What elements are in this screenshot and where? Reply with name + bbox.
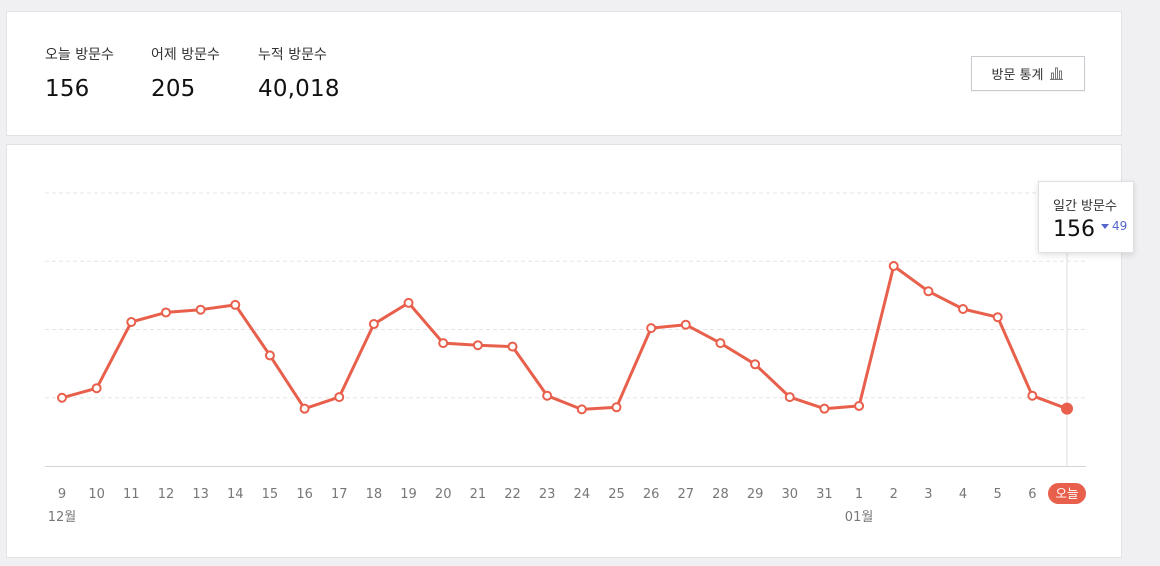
visitor-summary-card: 오늘 방문수 156 어제 방문수 205 누적 방문수 40,018 방문 통…: [6, 11, 1122, 136]
data-point: [438, 338, 449, 349]
x-tick-label: 23: [539, 487, 556, 502]
visit-stats-button-label: 방문 통계: [991, 68, 1044, 83]
x-tick-label: 16: [296, 487, 313, 502]
data-point: [611, 402, 622, 413]
x-tick-label: 4: [959, 487, 967, 502]
x-tick-label: 11: [123, 487, 140, 502]
today-visits-label: 오늘 방문수: [45, 47, 114, 63]
tooltip-delta: 49: [1101, 218, 1127, 234]
visit-stats-button[interactable]: 방문 통계: [971, 56, 1085, 91]
x-tick-label: 24: [574, 487, 591, 502]
data-point: [264, 350, 275, 361]
data-point: [576, 404, 587, 415]
data-point: [680, 319, 691, 330]
data-point: [715, 338, 726, 349]
yesterday-visits: 어제 방문수 205: [151, 44, 220, 102]
bar-chart-icon: [1050, 67, 1064, 80]
daily-visits-tooltip: 일간 방문수 156 49: [1038, 181, 1134, 253]
x-tick-label: 오늘: [1055, 486, 1078, 501]
data-point: [646, 323, 657, 334]
yesterday-visits-value: 205: [151, 76, 196, 102]
data-point: [160, 307, 171, 318]
data-point: [91, 383, 102, 394]
data-point: [472, 340, 483, 351]
data-point: [334, 392, 345, 403]
yesterday-visits-label: 어제 방문수: [151, 47, 220, 63]
x-tick-label: 26: [643, 487, 660, 502]
x-tick-label: 25: [608, 487, 625, 502]
data-point: [1061, 402, 1073, 415]
daily-visits-chart-card: [6, 144, 1122, 558]
x-tick-label: 2: [890, 487, 898, 502]
today-visits: 오늘 방문수 156: [45, 44, 114, 102]
total-visits: 누적 방문수 40,018: [258, 44, 340, 102]
x-tick-label: 28: [712, 487, 729, 502]
month-label: 12월: [48, 510, 77, 525]
data-point: [888, 261, 899, 272]
month-label: 01월: [845, 510, 874, 525]
data-point: [126, 316, 137, 327]
data-point: [958, 304, 969, 315]
data-point: [507, 341, 518, 352]
tooltip-value: 156: [1053, 217, 1095, 242]
x-tick-label: 14: [227, 487, 244, 502]
decrease-arrow-icon: [1101, 223, 1109, 229]
data-point: [403, 297, 414, 308]
x-tick-label: 1: [855, 487, 863, 502]
data-point: [368, 319, 379, 330]
data-point: [784, 392, 795, 403]
data-point: [1027, 390, 1038, 401]
tooltip-label: 일간 방문수: [1053, 199, 1117, 214]
x-tick-label: 10: [88, 487, 105, 502]
total-visits-label: 누적 방문수: [258, 47, 327, 63]
data-point: [750, 359, 761, 370]
today-badge: [1048, 483, 1086, 504]
x-tick-label: 31: [816, 487, 833, 502]
today-visits-value: 156: [45, 76, 90, 102]
total-visits-value: 40,018: [258, 76, 340, 102]
data-point: [923, 286, 934, 297]
data-point: [299, 403, 310, 414]
tooltip-delta-value: 49: [1112, 219, 1128, 233]
x-tick-label: 27: [678, 487, 695, 502]
x-tick-label: 22: [504, 487, 521, 502]
visits-series-line: [60, 264, 1069, 411]
x-tick-label: 19: [400, 487, 417, 502]
x-tick-label: 18: [366, 487, 383, 502]
x-tick-label: 20: [435, 487, 452, 502]
x-tick-label: 29: [747, 487, 764, 502]
x-tick-label: 3: [924, 487, 932, 502]
x-tick-label: 12: [158, 487, 175, 502]
data-point: [992, 312, 1003, 323]
x-tick-label: 13: [192, 487, 209, 502]
x-tick-label: 30: [781, 487, 798, 502]
data-point: [854, 400, 865, 411]
data-point: [819, 403, 830, 414]
data-point: [57, 392, 67, 403]
x-tick-label: 9: [58, 487, 66, 502]
data-point: [542, 390, 553, 401]
x-tick-label: 21: [470, 487, 487, 502]
x-tick-label: 15: [262, 487, 279, 502]
x-tick-label: 5: [994, 487, 1002, 502]
data-point: [230, 299, 241, 310]
data-point: [195, 304, 206, 315]
x-tick-label: 6: [1028, 487, 1036, 502]
x-tick-label: 17: [331, 487, 348, 502]
